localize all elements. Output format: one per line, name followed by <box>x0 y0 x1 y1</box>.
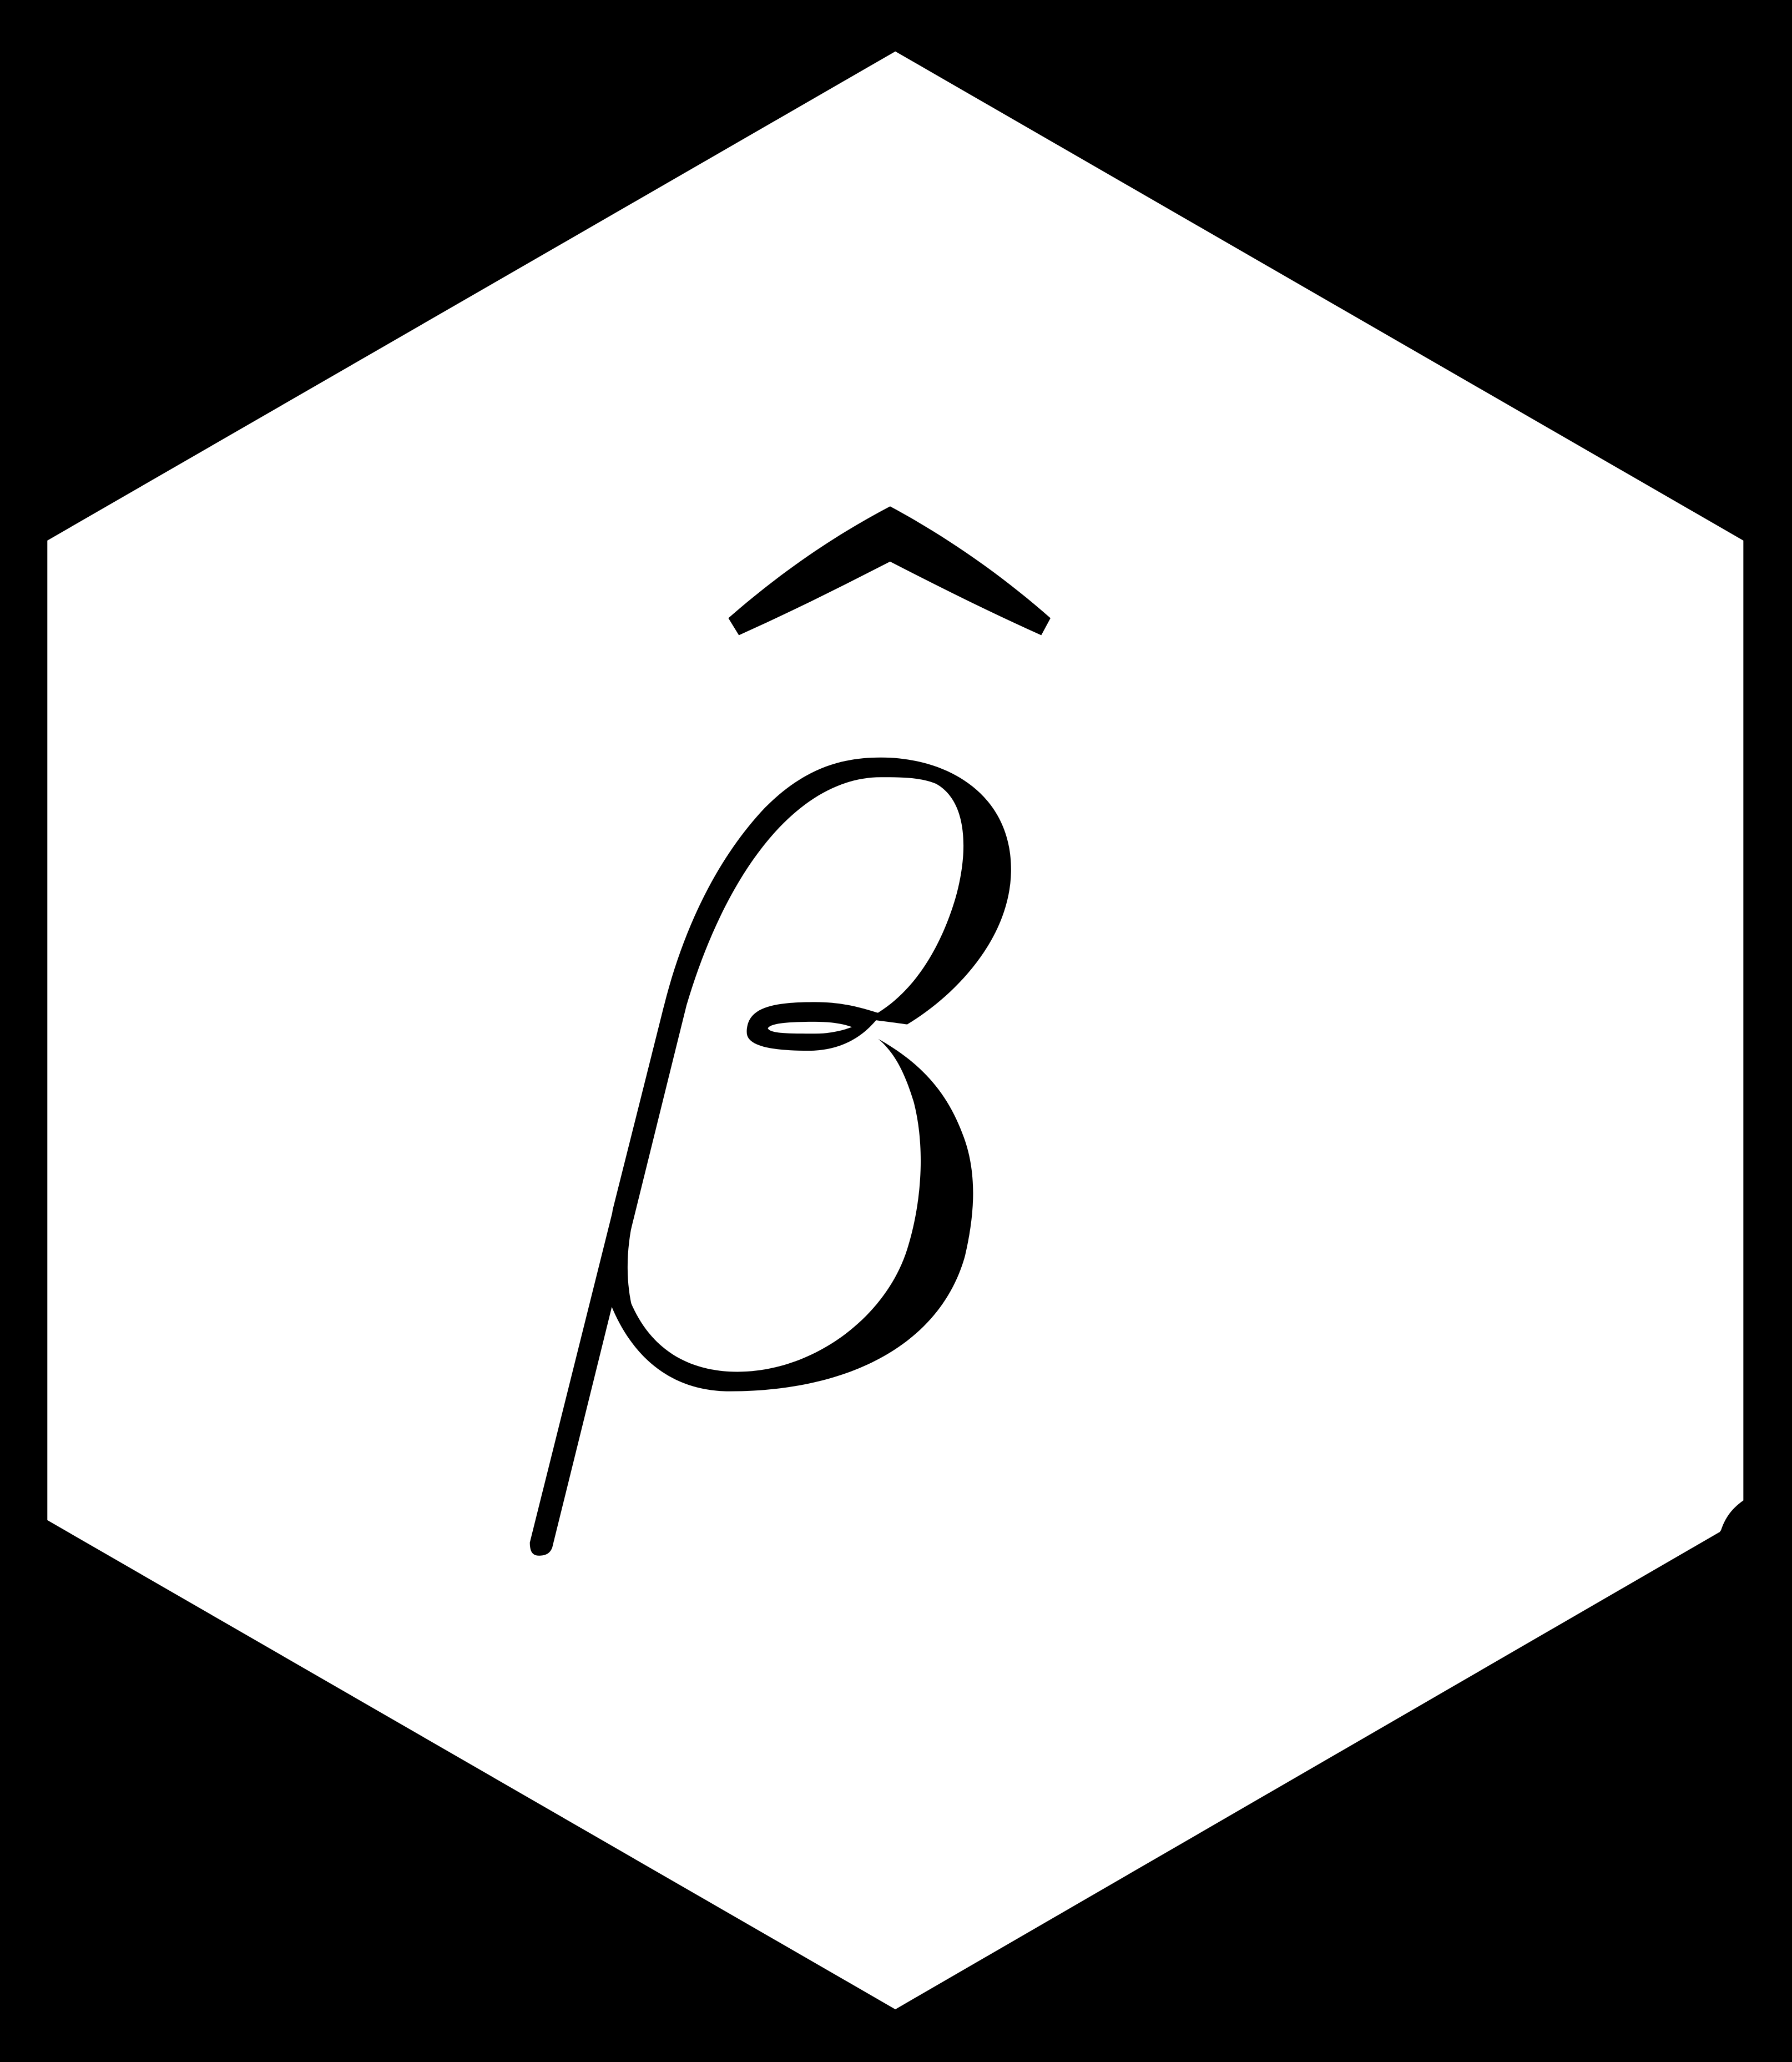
beta-lower-bowl <box>611 1038 973 1392</box>
hexagon-badge <box>47 51 1744 2010</box>
beta-lower-join <box>608 1006 686 1309</box>
hat-accent <box>728 506 1051 636</box>
beta-hat-symbol <box>529 506 1051 1556</box>
beta-middle-loop <box>746 1002 881 1051</box>
beta-upper-bowl <box>664 757 1011 1025</box>
corner-notch <box>1719 1500 1744 1541</box>
